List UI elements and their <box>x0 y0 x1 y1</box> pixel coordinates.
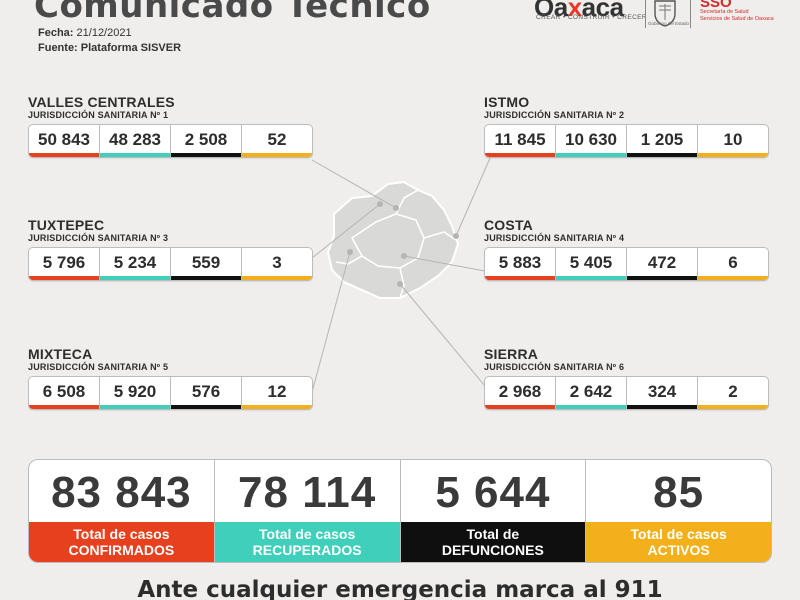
stat-defunciones: 324 <box>627 377 698 409</box>
map-dots <box>347 201 459 287</box>
stat-confirmados: 50 843 <box>29 125 100 157</box>
total-label: Total de casos ACTIVOS <box>586 522 771 562</box>
region-jurisdiction: JURISDICCIÓN SANITARIA Nº 3 <box>28 233 169 243</box>
region-stats: 11 845 10 630 1 205 10 <box>484 124 769 158</box>
total-label-line2: DEFUNCIONES <box>441 542 544 558</box>
oaxaca-tagline: CREAR • CONSTRUIR • CRECER <box>536 14 648 21</box>
total-label-line1: Total de casos <box>73 526 170 542</box>
region-name: MIXTECA <box>28 346 93 362</box>
region-jurisdiction: JURISDICCIÓN SANITARIA Nº 2 <box>484 110 625 120</box>
region-jurisdiction: JURISDICCIÓN SANITARIA Nº 1 <box>28 110 169 120</box>
stat-activos: 2 <box>698 377 768 409</box>
total-recuperados: 78 114 Total de casos RECUPERADOS <box>214 460 401 562</box>
stat-activos: 3 <box>242 248 312 280</box>
logo-divider <box>690 0 691 28</box>
region-name: TUXTEPEC <box>28 217 105 233</box>
total-confirmados: 83 843 Total de casos CONFIRMADOS <box>29 460 215 562</box>
oaxaca-logo-suffix: aca <box>581 0 624 22</box>
oaxaca-logo-prefix: Oa <box>534 0 568 22</box>
page-title: Comunicado Técnico <box>34 0 431 26</box>
stat-defunciones: 1 205 <box>627 125 698 157</box>
stat-recuperados: 5 920 <box>100 377 171 409</box>
oaxaca-logo: Oaxaca CREAR • CONSTRUIR • CRECER <box>534 0 647 28</box>
map-leader-lines <box>311 157 491 393</box>
total-label: Total de casos RECUPERADOS <box>214 522 400 562</box>
stat-defunciones: 576 <box>171 377 242 409</box>
stat-confirmados: 6 508 <box>29 377 100 409</box>
total-value: 83 843 <box>51 468 192 517</box>
total-label: Total de casos CONFIRMADOS <box>29 522 214 562</box>
stat-confirmados: 11 845 <box>485 125 556 157</box>
total-label-line2: ACTIVOS <box>647 542 710 558</box>
region-panel-costa: COSTA JURISDICCIÓN SANITARIA Nº 4 5 883 … <box>484 218 774 281</box>
total-label: Total de DEFUNCIONES <box>400 522 586 562</box>
region-jurisdiction: JURISDICCIÓN SANITARIA Nº 5 <box>28 362 169 372</box>
region-jurisdiction: JURISDICCIÓN SANITARIA Nº 4 <box>484 233 625 243</box>
region-name: SIERRA <box>484 346 539 362</box>
region-jurisdiction: JURISDICCIÓN SANITARIA Nº 6 <box>484 362 625 372</box>
region-stats: 50 843 48 283 2 508 52 <box>28 124 313 158</box>
seal-caption: Gobierno del Estado <box>648 21 690 26</box>
region-stats: 5 883 5 405 472 6 <box>484 247 769 281</box>
total-label-line1: Total de casos <box>259 526 356 542</box>
date-value: 21/12/2021 <box>76 27 132 39</box>
total-label-line2: CONFIRMADOS <box>68 542 175 558</box>
stat-defunciones: 559 <box>171 248 242 280</box>
stat-recuperados: 5 405 <box>556 248 627 280</box>
oaxaca-logo-x: x <box>567 0 582 22</box>
region-panel-tuxtepec: TUXTEPEC JURISDICCIÓN SANITARIA Nº 3 5 7… <box>28 218 318 281</box>
stat-defunciones: 2 508 <box>171 125 242 157</box>
total-activos: 85 Total de casos ACTIVOS <box>586 460 771 562</box>
total-label-line1: Total de <box>466 526 520 542</box>
logo-divider <box>645 0 646 28</box>
region-name: ISTMO <box>484 94 530 110</box>
stat-activos: 52 <box>242 125 312 157</box>
emergency-footer: Ante cualquier emergencia marca al 911 <box>137 577 663 600</box>
region-panel-istmo: ISTMO JURISDICCIÓN SANITARIA Nº 2 11 845… <box>484 95 774 158</box>
stat-recuperados: 5 234 <box>100 248 171 280</box>
totals-panel: 83 843 Total de casos CONFIRMADOS 78 114… <box>28 459 772 563</box>
total-value: 85 <box>653 468 705 517</box>
total-label-line1: Total de casos <box>630 526 727 542</box>
stat-recuperados: 10 630 <box>556 125 627 157</box>
stat-confirmados: 5 883 <box>485 248 556 280</box>
total-label-line2: RECUPERADOS <box>252 542 362 558</box>
stat-recuperados: 48 283 <box>100 125 171 157</box>
stat-confirmados: 2 968 <box>485 377 556 409</box>
region-panel-mixteca: MIXTECA JURISDICCIÓN SANITARIA Nº 5 6 50… <box>28 347 318 410</box>
stat-confirmados: 5 796 <box>29 248 100 280</box>
region-panel-valles-centrales: VALLES CENTRALES JURISDICCIÓN SANITARIA … <box>28 95 318 158</box>
date-label: Fecha: <box>38 27 74 39</box>
total-value: 5 644 <box>435 468 551 517</box>
map-state-shape <box>326 180 460 299</box>
region-stats: 5 796 5 234 559 3 <box>28 247 313 281</box>
region-panel-sierra: SIERRA JURISDICCIÓN SANITARIA Nº 6 2 968… <box>484 347 774 410</box>
region-stats: 6 508 5 920 576 12 <box>28 376 313 410</box>
total-value: 78 114 <box>238 468 377 517</box>
region-stats: 2 968 2 642 324 2 <box>484 376 769 410</box>
source-line: Fuente: Plataforma SISVER <box>38 42 182 54</box>
state-seal-icon <box>654 0 676 27</box>
stat-activos: 6 <box>698 248 768 280</box>
sso-logo: SSO <box>700 0 732 11</box>
region-name: VALLES CENTRALES <box>28 94 175 110</box>
stat-defunciones: 472 <box>627 248 698 280</box>
region-name: COSTA <box>484 217 533 233</box>
sso-logo-caption: Secretaría de Salud Servicios de Salud d… <box>700 9 774 22</box>
total-defunciones: 5 644 Total de DEFUNCIONES <box>400 460 587 562</box>
stat-recuperados: 2 642 <box>556 377 627 409</box>
stat-activos: 10 <box>698 125 768 157</box>
stat-activos: 12 <box>242 377 312 409</box>
date-line: Fecha: 21/12/2021 <box>38 27 132 39</box>
